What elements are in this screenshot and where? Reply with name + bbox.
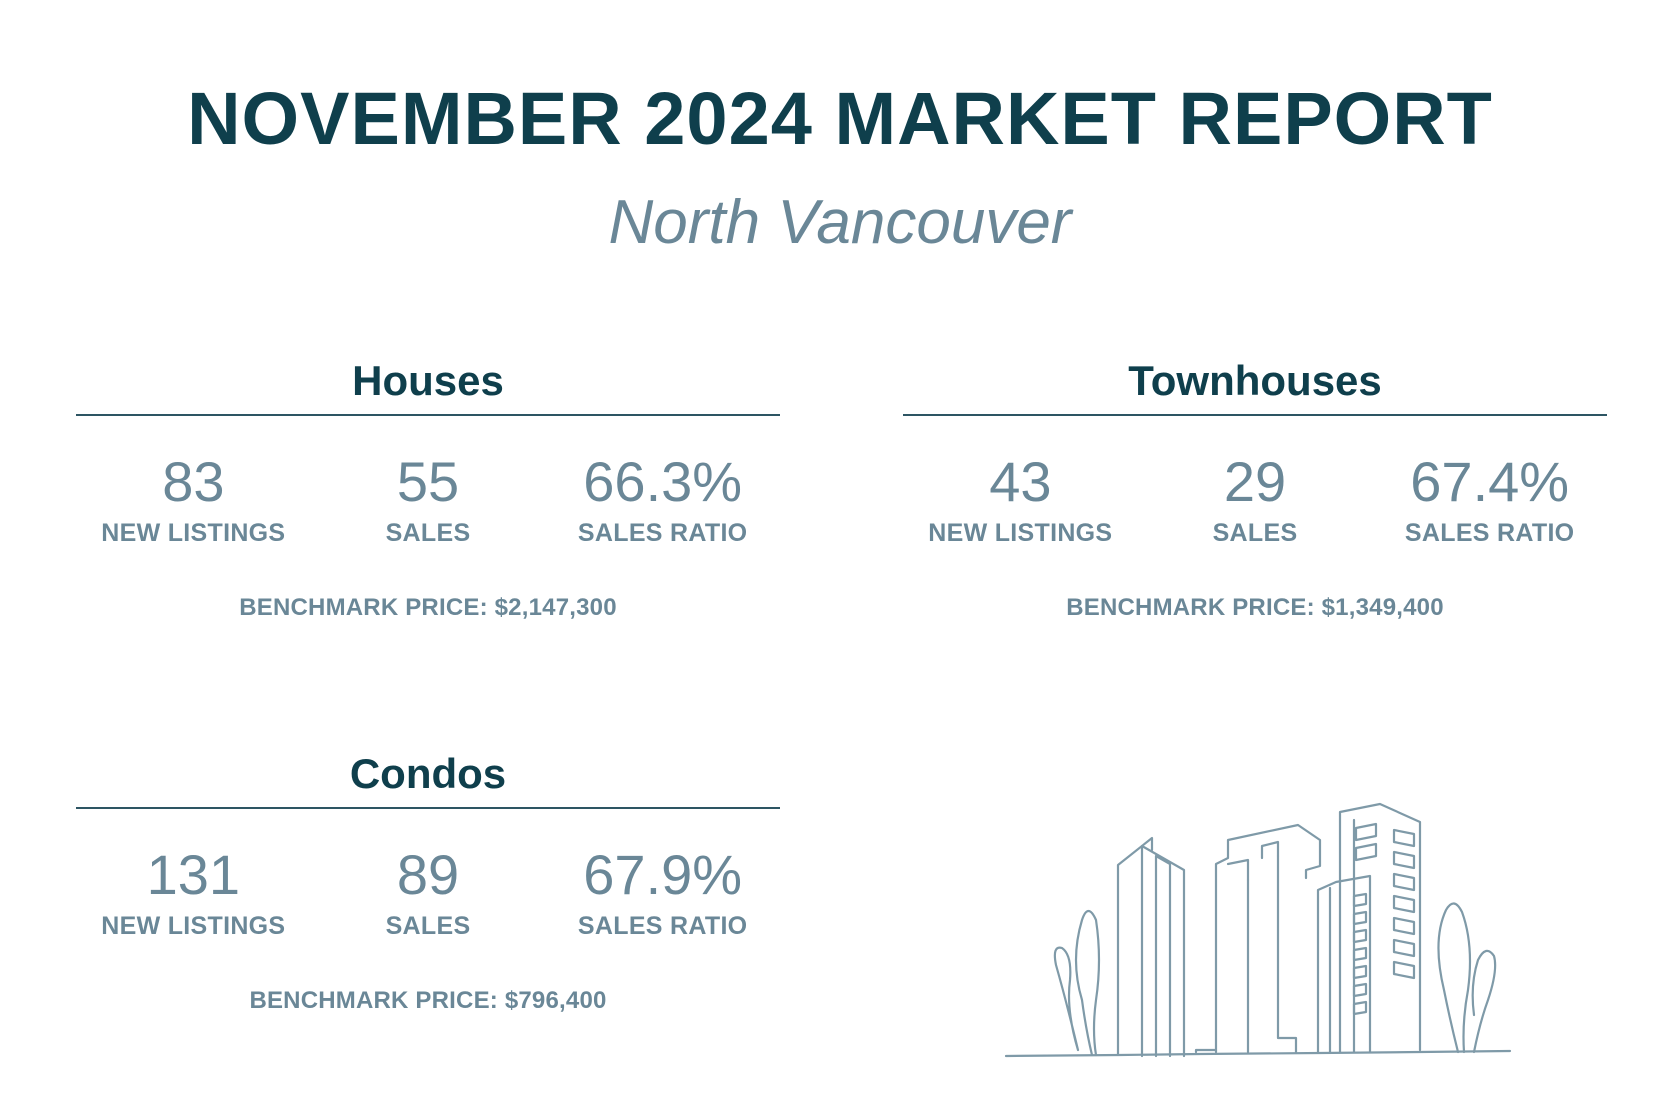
townhouses-stats: 43 NEW LISTINGS 29 SALES 67.4% SALES RAT…: [903, 450, 1607, 548]
condos-sales-ratio-value: 67.9%: [583, 843, 743, 906]
city-skyline-line-art-icon: [1004, 802, 1512, 1058]
townhouses-sales-stat: 29 SALES: [1138, 450, 1373, 548]
townhouses-heading: Townhouses: [1128, 357, 1382, 404]
townhouses-sales-ratio-label: SALES RATIO: [1404, 519, 1575, 547]
townhouses-sales-ratio-value: 67.4%: [1410, 450, 1570, 513]
report-title: NOVEMBER 2024 MARKET REPORT: [187, 77, 1493, 160]
condos-new-listings-stat: 131 NEW LISTINGS: [76, 843, 311, 941]
condos-sales-stat: 89 SALES: [311, 843, 546, 941]
condos-sales-ratio-stat: 67.9% SALES RATIO: [545, 843, 780, 941]
houses-new-listings-value: 83: [162, 450, 225, 513]
houses-divider: [76, 414, 780, 416]
houses-sales-ratio-label: SALES RATIO: [577, 519, 748, 547]
houses-new-listings-stat: 83 NEW LISTINGS: [76, 450, 311, 548]
townhouses-divider: [903, 414, 1607, 416]
houses-section: Houses 83 NEW LISTINGS 55 SALES 66.3% SA…: [76, 352, 780, 622]
houses-sales-stat: 55 SALES: [311, 450, 546, 548]
houses-stats: 83 NEW LISTINGS 55 SALES 66.3% SALES RAT…: [76, 450, 780, 548]
condos-new-listings-value: 131: [146, 843, 241, 906]
townhouses-section: Townhouses 43 NEW LISTINGS 29 SALES 67.4…: [903, 352, 1607, 622]
houses-heading: Houses: [352, 357, 504, 404]
townhouses-new-listings-stat: 43 NEW LISTINGS: [903, 450, 1138, 548]
condos-sales-label: SALES: [385, 912, 471, 940]
condos-sales-ratio-label: SALES RATIO: [577, 912, 748, 940]
condos-sales-value: 89: [396, 843, 460, 906]
report-subtitle: North Vancouver: [608, 188, 1072, 257]
townhouses-sales-label: SALES: [1212, 519, 1298, 547]
condos-divider: [76, 807, 780, 809]
houses-new-listings-label: NEW LISTINGS: [101, 519, 286, 547]
condos-stats: 131 NEW LISTINGS 89 SALES 67.9% SALES RA…: [76, 843, 780, 941]
townhouses-new-listings-label: NEW LISTINGS: [928, 519, 1113, 547]
condos-section: Condos 131 NEW LISTINGS 89 SALES 67.9% S…: [76, 745, 780, 1015]
townhouses-sales-value: 29: [1223, 450, 1287, 513]
townhouses-sales-ratio-stat: 67.4% SALES RATIO: [1372, 450, 1607, 548]
condos-benchmark-price: BENCHMARK PRICE: $796,400: [249, 987, 607, 1014]
houses-benchmark-price: BENCHMARK PRICE: $2,147,300: [239, 594, 617, 621]
townhouses-new-listings-value: 43: [989, 450, 1052, 513]
condos-new-listings-label: NEW LISTINGS: [101, 912, 286, 940]
houses-sales-value: 55: [396, 450, 460, 513]
condos-heading: Condos: [349, 750, 507, 797]
houses-sales-ratio-value: 66.3%: [583, 450, 743, 513]
houses-sales-label: SALES: [385, 519, 471, 547]
townhouses-benchmark-price: BENCHMARK PRICE: $1,349,400: [1066, 594, 1444, 621]
houses-sales-ratio-stat: 66.3% SALES RATIO: [545, 450, 780, 548]
